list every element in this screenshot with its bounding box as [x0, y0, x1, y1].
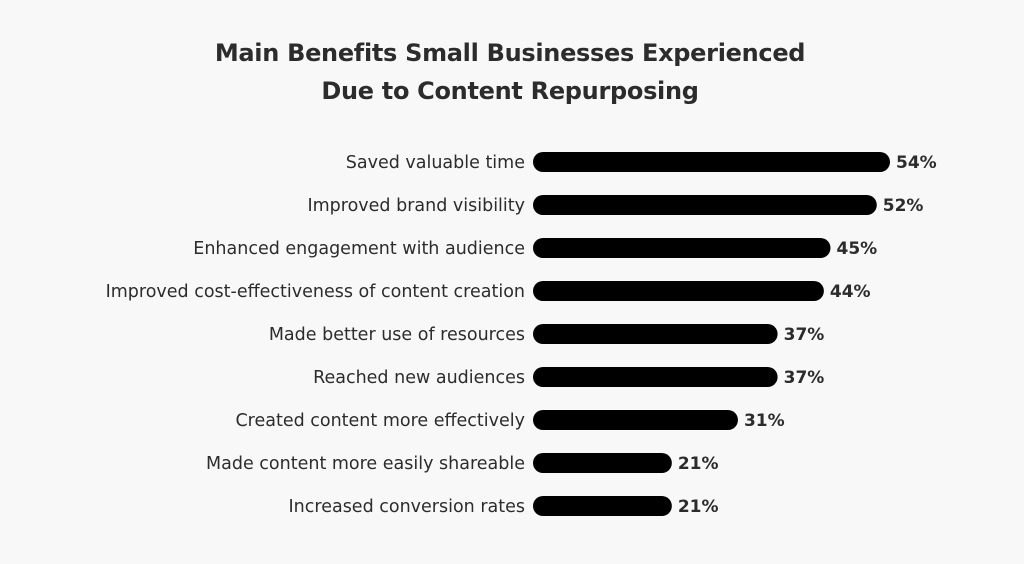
value-label: 44% — [830, 282, 871, 302]
value-label: 45% — [837, 239, 878, 259]
bar — [533, 281, 824, 301]
value-label: 21% — [678, 497, 719, 517]
category-label: Made content more easily shareable — [206, 454, 525, 474]
value-label: 52% — [883, 196, 924, 216]
category-label: Improved cost-effectiveness of content c… — [106, 282, 525, 302]
bar — [533, 238, 831, 258]
value-label: 37% — [784, 325, 825, 345]
chart-title-line-1: Main Benefits Small Businesses Experienc… — [214, 39, 806, 67]
bar — [533, 324, 778, 344]
bar — [533, 410, 738, 430]
category-label: Reached new audiences — [313, 368, 525, 388]
bar — [533, 367, 778, 387]
value-label: 31% — [744, 411, 785, 431]
category-label: Increased conversion rates — [289, 497, 525, 517]
chart-title-line-2: Due to Content Repurposing — [321, 77, 699, 105]
chart-title: Main Benefits Small Businesses Experienc… — [0, 34, 1020, 110]
bar — [533, 152, 890, 172]
bar — [533, 496, 672, 516]
bar — [533, 453, 672, 473]
category-label: Improved brand visibility — [307, 196, 525, 216]
category-label: Made better use of resources — [269, 325, 525, 345]
value-label: 37% — [784, 368, 825, 388]
category-label: Saved valuable time — [346, 153, 525, 173]
value-label: 54% — [896, 153, 937, 173]
category-label: Enhanced engagement with audience — [193, 239, 525, 259]
category-label: Created content more effectively — [235, 411, 525, 431]
value-label: 21% — [678, 454, 719, 474]
bar — [533, 195, 877, 215]
